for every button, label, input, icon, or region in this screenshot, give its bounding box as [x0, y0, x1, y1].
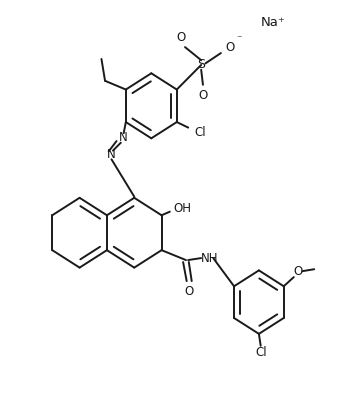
Text: OH: OH: [174, 202, 192, 215]
Text: ⁻: ⁻: [236, 34, 242, 44]
Text: S: S: [197, 59, 205, 72]
Text: O: O: [198, 89, 208, 101]
Text: O: O: [184, 285, 193, 298]
Text: NH: NH: [201, 252, 219, 265]
Text: O: O: [177, 31, 186, 44]
Text: Cl: Cl: [194, 126, 206, 139]
Text: O: O: [225, 41, 234, 54]
Text: N: N: [118, 131, 127, 144]
Text: Cl: Cl: [255, 346, 266, 359]
Text: N: N: [107, 148, 116, 161]
Text: Na⁺: Na⁺: [261, 16, 285, 29]
Text: O: O: [293, 265, 303, 278]
